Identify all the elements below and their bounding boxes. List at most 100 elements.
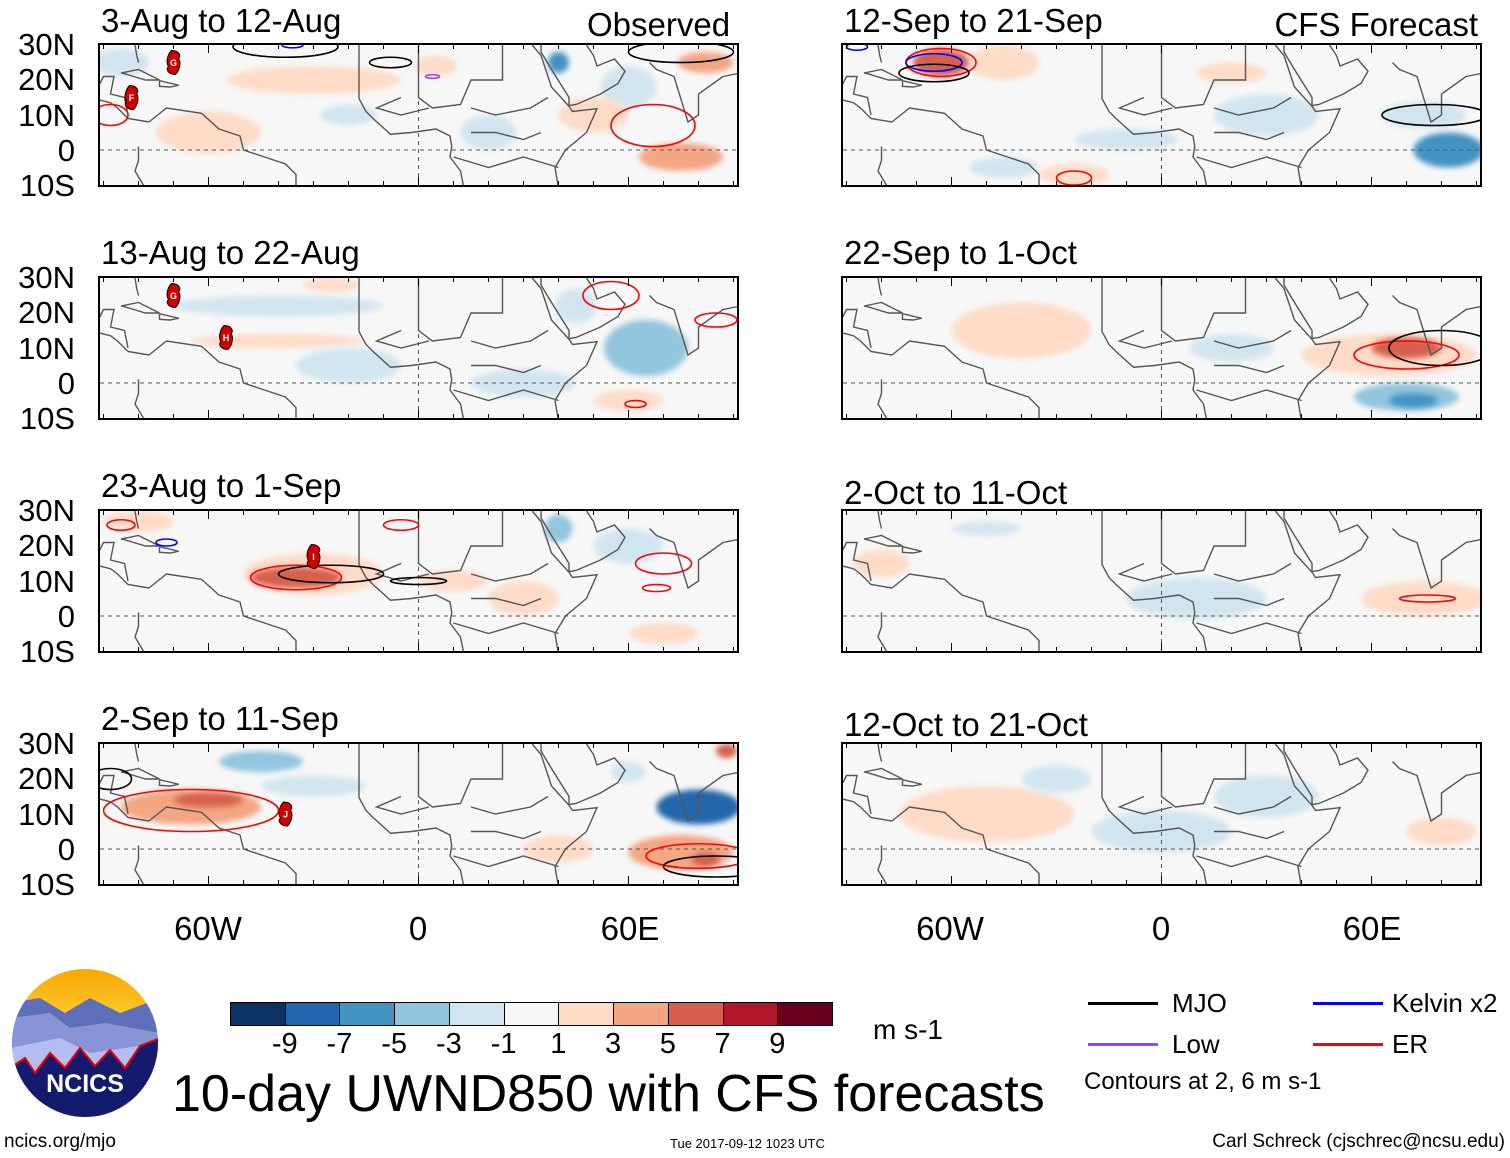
kelvin-contour — [281, 45, 304, 49]
wind-anomaly-region — [1371, 337, 1442, 359]
hurricane-icon: F — [124, 84, 139, 111]
mjo-contour — [898, 63, 970, 83]
storm-name: G — [170, 58, 177, 68]
wind-anomaly-region — [415, 55, 457, 77]
colorbar-swatch — [777, 1002, 833, 1026]
wind-anomaly-region — [173, 793, 244, 807]
coastline — [531, 744, 599, 884]
colorbar-swatch — [394, 1002, 450, 1026]
coastline — [843, 541, 872, 582]
coastline — [358, 744, 465, 884]
coastline — [417, 744, 504, 808]
wind-anomaly-region — [853, 549, 910, 578]
panel-title: 23-Aug to 1-Sep — [101, 467, 342, 504]
x-tick-label: 60W — [174, 910, 242, 947]
storm-name: J — [283, 810, 288, 820]
wind-anomaly-region — [656, 789, 737, 825]
mjo-contour — [100, 767, 133, 791]
colorbar-tick-label: -9 — [271, 1028, 298, 1060]
coastline — [843, 99, 893, 123]
map-panel — [841, 43, 1482, 187]
mjo-contour — [368, 56, 413, 69]
coastline — [649, 295, 737, 357]
coastline — [1283, 45, 1369, 107]
y-tick-label: 10N — [18, 797, 75, 832]
coastline — [1101, 45, 1208, 185]
mjo-contour — [389, 576, 448, 586]
wind-anomaly-region — [1382, 101, 1466, 129]
x-tick-label: 0 — [408, 910, 428, 947]
coastline — [471, 364, 542, 374]
hurricane-icon: I — [306, 543, 321, 570]
legend-low-label: Low — [1172, 1029, 1220, 1059]
coastline — [358, 278, 465, 418]
kelvin-contour — [155, 538, 178, 547]
coastline — [148, 806, 297, 884]
storm-name: G — [170, 291, 177, 301]
coastline — [148, 107, 297, 185]
coastline — [843, 75, 872, 116]
colorbar-units: m s-1 — [873, 1014, 943, 1045]
coastline — [470, 795, 549, 815]
panel-title: 12-Oct to 21-Oct — [844, 706, 1088, 743]
mjo-contour — [1388, 329, 1480, 367]
colorbar-tick-label: 9 — [769, 1028, 786, 1060]
hurricane-icon: H — [219, 324, 233, 351]
wind-anomaly-region — [488, 581, 559, 616]
er-contour — [249, 564, 343, 591]
er-contour — [645, 842, 737, 870]
coastline — [1214, 364, 1285, 374]
coastline — [863, 767, 903, 780]
coastline — [120, 68, 160, 81]
wind-anomaly-region — [1214, 775, 1319, 818]
legend-mjo-line — [1088, 1002, 1158, 1005]
wind-anomaly-region — [219, 751, 303, 772]
wind-anomaly-region — [1361, 581, 1480, 616]
wind-anomaly-region — [261, 775, 366, 797]
coastline — [1274, 45, 1342, 185]
coastline — [453, 622, 559, 635]
wind-anomaly-region — [593, 390, 664, 411]
er-contour — [100, 103, 129, 127]
coastline — [1101, 278, 1208, 418]
wind-anomaly-region — [1021, 765, 1092, 793]
wind-anomaly-region — [191, 334, 366, 348]
coastline — [120, 301, 160, 314]
y-tick-label: 10N — [18, 564, 75, 599]
legend-mjo-label: MJO — [1172, 988, 1227, 1018]
coastline — [877, 146, 888, 185]
coastline — [1117, 329, 1173, 349]
colorbar-swatch — [339, 1002, 396, 1026]
y-tick-label: 0 — [57, 832, 75, 867]
footer-url[interactable]: ncics.org/mjo — [4, 1131, 116, 1152]
coastline — [100, 774, 129, 815]
wind-anomaly-region — [418, 570, 489, 592]
wind-anomaly-region — [913, 48, 969, 77]
legend-kelvin-label: Kelvin x2 — [1392, 988, 1498, 1018]
coastline — [134, 511, 140, 529]
coastline — [1160, 45, 1247, 109]
mjo-contour — [277, 564, 385, 584]
panel-title: 2-Oct to 11-Oct — [844, 474, 1068, 511]
wind-anomaly-region — [544, 514, 573, 543]
coastline — [1214, 131, 1285, 141]
coastline — [540, 744, 626, 806]
wind-anomaly-region — [303, 278, 359, 292]
panel-title: 12-Sep to 21-Sep — [844, 2, 1103, 39]
wind-anomaly-region — [156, 111, 261, 154]
y-tick-label: 10S — [19, 168, 75, 203]
colorbar-swatch — [503, 1002, 560, 1026]
y-tick-label: 10N — [18, 331, 75, 366]
wind-anomaly-region — [1389, 393, 1438, 408]
wind-anomaly-region — [604, 320, 688, 376]
contour-note: Contours at 2, 6 m s-1 — [1084, 1068, 1322, 1095]
coastline — [1213, 329, 1292, 349]
storm-name: H — [223, 333, 230, 343]
wind-anomaly-region — [173, 295, 384, 317]
coastline — [417, 45, 504, 109]
coastline — [1196, 156, 1302, 169]
wind-anomaly-region — [951, 302, 1092, 359]
coastline — [134, 744, 140, 762]
coastline — [1160, 278, 1247, 342]
